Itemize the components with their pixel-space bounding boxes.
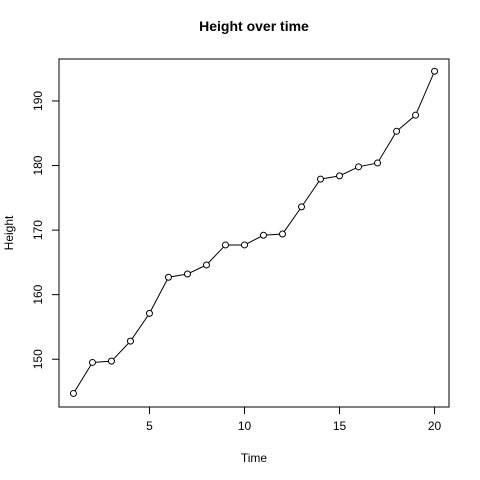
data-point <box>393 127 401 135</box>
data-point <box>260 231 268 239</box>
data-point <box>279 230 287 238</box>
data-point <box>145 309 153 317</box>
data-point <box>69 389 77 397</box>
data-point <box>240 241 248 249</box>
data-point <box>298 203 306 211</box>
data-point <box>221 241 229 249</box>
data-point <box>374 159 382 167</box>
x-tick-label: 10 <box>238 419 252 433</box>
y-tick-label: 150 <box>31 349 45 369</box>
data-point <box>88 358 96 366</box>
data-point <box>355 163 363 171</box>
data-point <box>412 111 420 119</box>
data-point <box>164 273 172 281</box>
x-axis-label: Time <box>241 451 268 465</box>
data-point <box>107 357 115 365</box>
y-tick-label: 170 <box>31 220 45 240</box>
chart-title: Height over time <box>199 18 309 34</box>
x-tick-label: 20 <box>428 419 442 433</box>
data-point <box>317 175 325 183</box>
y-tick-label: 180 <box>31 155 45 175</box>
x-tick-label: 15 <box>333 419 347 433</box>
data-point <box>431 67 439 75</box>
x-tick-label: 5 <box>146 419 153 433</box>
data-point <box>202 261 210 269</box>
y-tick-label: 190 <box>31 91 45 111</box>
data-point <box>183 270 191 278</box>
data-point <box>336 172 344 180</box>
y-tick-label: 160 <box>31 284 45 304</box>
y-axis-label: Height <box>2 215 16 250</box>
data-point <box>126 337 134 345</box>
